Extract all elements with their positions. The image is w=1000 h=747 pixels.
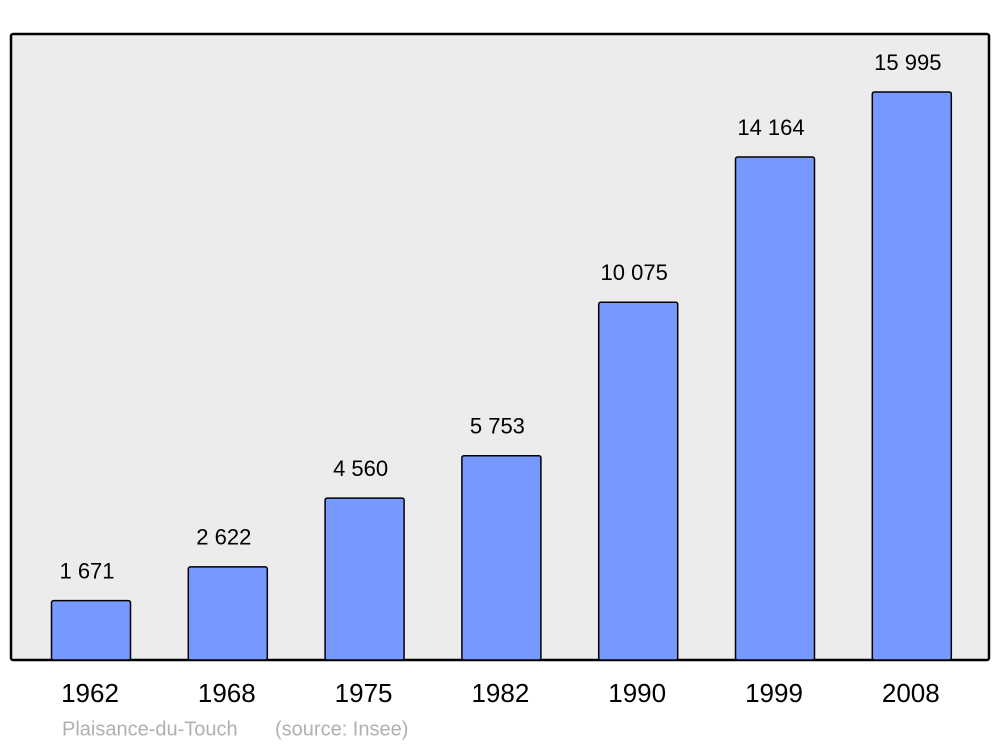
x-tick-label: 1968 [198,678,256,708]
source-label: (source: Insee) [275,718,408,740]
bar [871,91,953,661]
bar [187,566,269,661]
x-tick-label: 2008 [882,678,940,708]
place-label: Plaisance-du-Touch [62,718,238,740]
value-label: 4 560 [333,456,388,481]
value-label: 15 995 [874,50,941,75]
bar [734,156,816,661]
value-label: 10 075 [601,260,668,285]
x-tick-label: 1982 [471,678,529,708]
bar [597,301,679,661]
bar [50,599,132,661]
bar [324,497,405,661]
x-tick-label: 1999 [745,678,803,708]
value-label: 2 622 [196,525,251,550]
x-tick-label: 1975 [335,678,393,708]
value-label: 14 164 [737,115,804,140]
bar [461,454,542,661]
value-label: 5 753 [470,414,525,439]
x-tick-label: 1990 [608,678,666,708]
value-label: 1 671 [59,558,114,583]
x-tick-label: 1962 [61,678,119,708]
